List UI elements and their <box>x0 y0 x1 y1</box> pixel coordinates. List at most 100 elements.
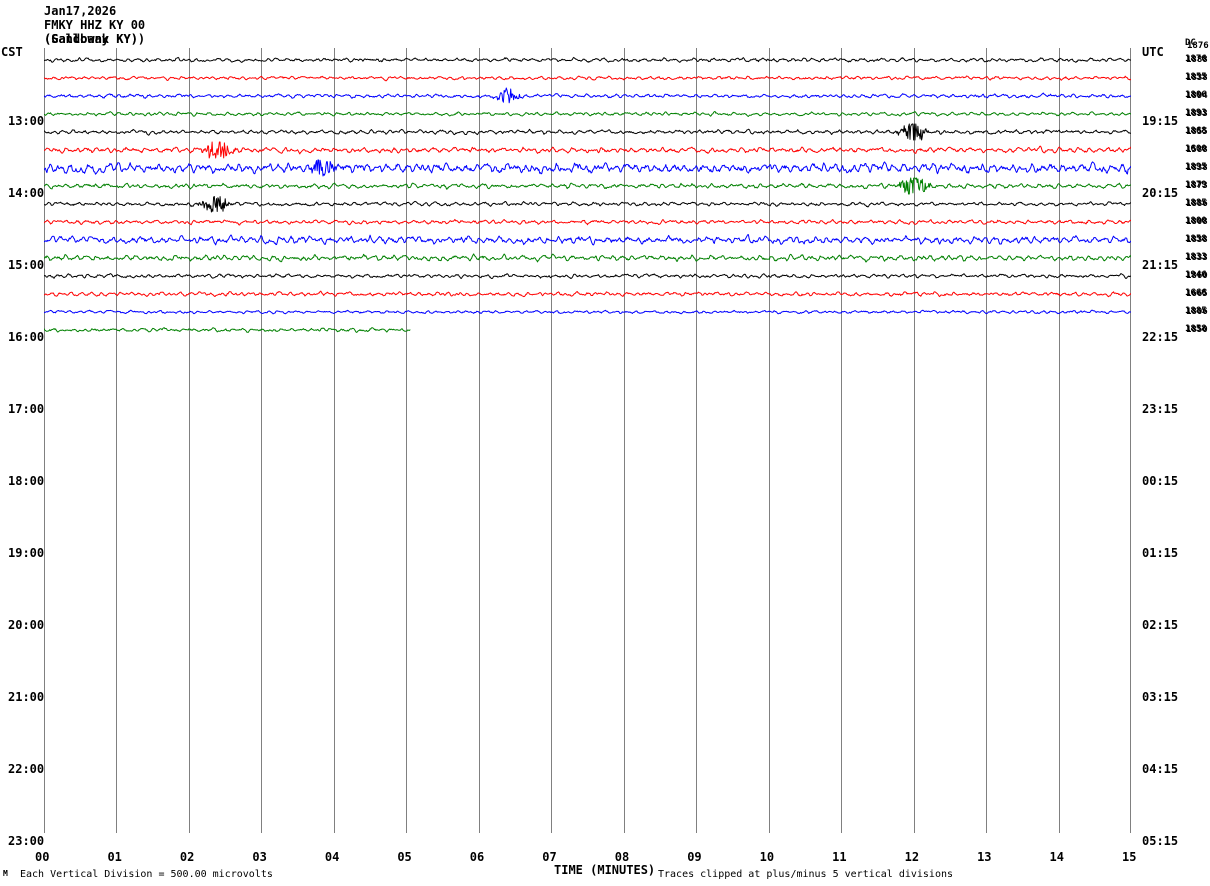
x-tick-04: 04 <box>324 850 340 864</box>
dc-value-a: 1893 <box>1185 108 1207 118</box>
seismic-trace-12 <box>44 273 1131 279</box>
right-time-tick-1: 20:15 <box>1142 186 1179 200</box>
dc-value-a: 1858 <box>1185 234 1207 244</box>
x-tick-12: 12 <box>904 850 920 864</box>
x-tick-08: 08 <box>614 850 630 864</box>
dc-value-a: 1879 <box>1185 180 1207 190</box>
seismic-trace-1 <box>44 75 1131 82</box>
header-location-overlay-a: (Galloway KY) <box>44 32 138 46</box>
dc-value-row: 1833 1833 <box>1185 252 1210 270</box>
dc-value-a: 1868 <box>1185 126 1207 136</box>
seismic-trace-9 <box>44 218 1131 226</box>
right-time-tick-2: 21:15 <box>1142 258 1179 272</box>
header-station: FMKY HHZ KY 00 <box>44 18 146 32</box>
dc-value-row: 1885 1806 <box>1185 306 1210 324</box>
right-time-tick-9: 04:15 <box>1142 762 1179 776</box>
dc-value-b: 1808 <box>1186 217 1208 227</box>
dc-value-a: 1800 <box>1185 216 1207 226</box>
x-tick-05: 05 <box>397 850 412 864</box>
seismic-trace-13 <box>44 290 1131 298</box>
dc-value-b: 1860 <box>1186 271 1208 281</box>
x-tick-02: 02 <box>179 850 195 864</box>
x-tick-09: 09 <box>687 850 702 864</box>
dc-value-b: 1894 <box>1186 91 1208 101</box>
right-time-tick-3: 22:15 <box>1142 330 1179 344</box>
dc-value-a: 1858 <box>1185 324 1207 334</box>
x-tick-00: 00 <box>35 850 50 864</box>
dc-value-a: 1895 <box>1185 162 1207 172</box>
x-tick-14: 14 <box>1049 850 1064 864</box>
x-tick-10: 10 <box>759 850 775 864</box>
left-time-tick-10: 23:00 <box>8 834 45 848</box>
x-tick-11: 11 <box>832 850 847 864</box>
dc-value-b: 1850 <box>1186 325 1208 335</box>
dc-value-a: 1855 <box>1185 72 1207 82</box>
dc-value-b: 1888 <box>1186 55 1208 65</box>
left-time-tick-7: 20:00 <box>8 618 45 632</box>
chart-header: Jan17,2026 FMKY HHZ KY 00 (Galloway KY) … <box>44 4 145 46</box>
seismic-trace-6 <box>44 159 1131 177</box>
x-tick-15: 15 <box>1122 850 1137 864</box>
left-time-tick-1: 14:00 <box>8 186 45 200</box>
right-time-tick-6: 01:15 <box>1142 546 1179 560</box>
x-axis-title: TIME (MINUTES) <box>554 863 656 877</box>
dc-value-row: 1879 1873 <box>1185 180 1210 198</box>
dc-value-b: 1665 <box>1186 289 1208 299</box>
dc-value-b: 1838 <box>1186 163 1208 173</box>
left-time-tick-0: 13:00 <box>8 114 45 128</box>
x-tick-13: 13 <box>977 850 992 864</box>
x-tick-07: 07 <box>542 850 557 864</box>
left-time-tick-8: 21:00 <box>8 690 45 704</box>
left-time-tick-5: 18:00 <box>8 474 45 488</box>
seismic-trace-14 <box>44 309 1131 315</box>
dc-value-row: 1666 1665 <box>1185 288 1210 306</box>
right-time-tick-0: 19:15 <box>1142 114 1179 128</box>
dc-value-b: 1893 <box>1186 109 1208 119</box>
seismic-trace-2 <box>44 87 1131 104</box>
dc-value-a: 1885 <box>1185 198 1207 208</box>
dc-value-b: 1838 <box>1186 73 1208 83</box>
dc-value-row: 1600 1588 <box>1185 144 1210 162</box>
left-time-tick-9: 22:00 <box>8 762 45 776</box>
dc-value-a: 1885 <box>1185 306 1207 316</box>
seismic-trace-0 <box>44 56 1131 63</box>
header-location: (Galloway KY) (Sandbank KY)) <box>44 32 145 46</box>
dc-value-b: 1838 <box>1186 235 1208 245</box>
dc-value-b: 1855 <box>1186 127 1208 137</box>
seismic-trace-3 <box>44 110 1131 117</box>
dc-value-b: 1873 <box>1186 181 1208 191</box>
dc-value-a: 1806 <box>1185 90 1207 100</box>
dc-value-column: 1876 1888 1855 1838 1806 1894 1893 1893 1868 1855… <box>1185 54 1210 342</box>
right-axis-label: UTC <box>1142 45 1164 59</box>
left-time-tick-2: 15:00 <box>8 258 45 272</box>
dc-value-row: 1858 1850 <box>1185 324 1210 342</box>
seismic-trace-4 <box>44 123 1131 141</box>
right-time-tick-10: 05:15 <box>1142 834 1179 848</box>
dc-value-row: 1800 1808 <box>1185 216 1210 234</box>
dc-value-row: 1895 1838 <box>1185 162 1210 180</box>
left-time-tick-4: 17:00 <box>8 402 45 416</box>
left-time-tick-6: 19:00 <box>8 546 45 560</box>
x-tick-03: 03 <box>252 850 267 864</box>
dc-value-b: 1833 <box>1186 253 1208 263</box>
seismic-trace-8 <box>44 196 1131 213</box>
dc-value-row: 1868 1855 <box>1185 126 1210 144</box>
seismic-trace-5 <box>44 141 1131 159</box>
dc-value-row: 1893 1893 <box>1185 108 1210 126</box>
header-date: Jan17,2026 <box>44 4 117 18</box>
dc-value-b: 1588 <box>1186 145 1208 155</box>
clip-note: Traces clipped at plus/minus 5 vertical … <box>658 869 954 880</box>
right-time-tick-7: 02:15 <box>1142 618 1179 632</box>
dc-value-row: 1858 1838 <box>1185 234 1210 252</box>
dc-value-b: 1886 <box>1186 199 1208 209</box>
dc-value-b: 1806 <box>1186 307 1208 317</box>
left-axis-label: CST <box>1 45 23 59</box>
dc-value-row: 1946 1860 <box>1185 270 1210 288</box>
dc-value-a: 1946 <box>1185 270 1207 280</box>
right-time-tick-4: 23:15 <box>1142 402 1179 416</box>
dc-value-row: 1885 1886 <box>1185 198 1210 216</box>
right-time-tick-8: 03:15 <box>1142 690 1179 704</box>
dc-header-text: DC <box>1185 38 1196 48</box>
seismic-trace-11 <box>44 253 1131 263</box>
